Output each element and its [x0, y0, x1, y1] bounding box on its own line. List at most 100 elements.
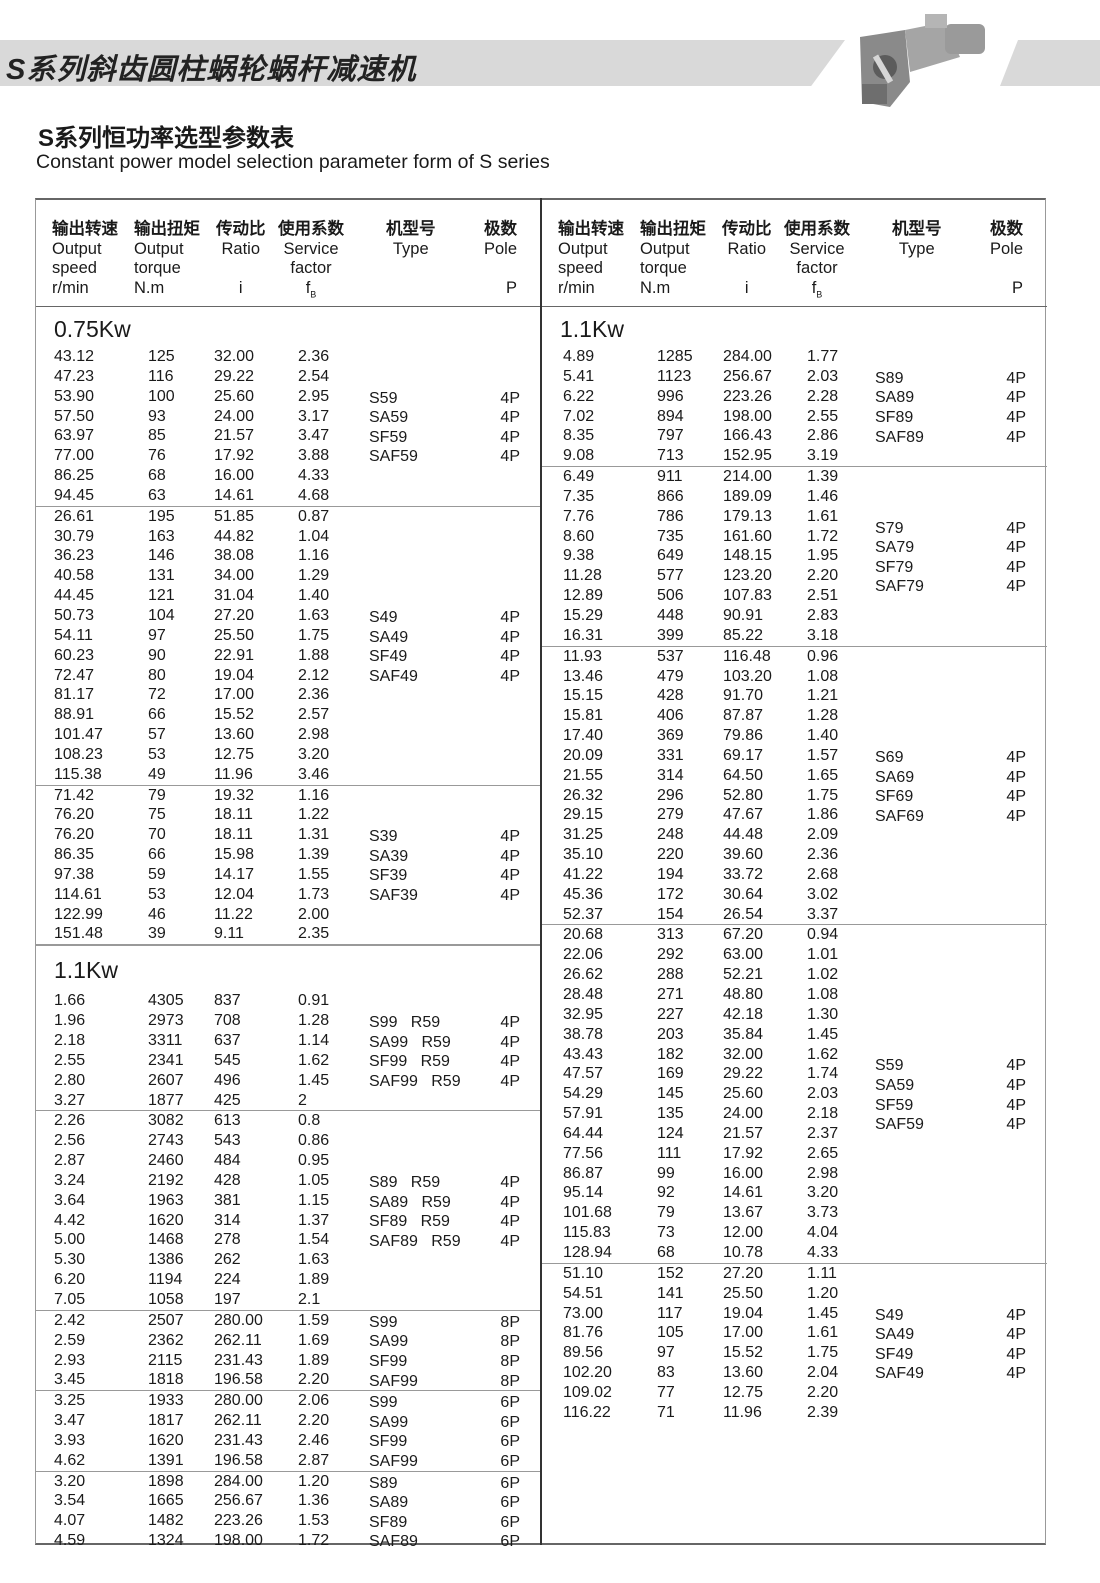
speed-cell: 151.48: [54, 925, 103, 943]
ratio-cell: 47.67: [723, 806, 764, 824]
ratio-cell: 85.22: [723, 626, 764, 644]
torque-cell: 406: [657, 707, 684, 725]
model-type-list: S99 SA99 SF99 SAF99: [369, 1393, 418, 1471]
ratio-cell: 280.00: [214, 1311, 263, 1329]
ratio-cell: 223.26: [723, 387, 772, 405]
model-type: SA99 R59: [369, 1033, 451, 1051]
model-type: SF49: [369, 648, 408, 666]
pole-count: 4P: [500, 1053, 520, 1071]
column-header: 传动比 Ratio i: [216, 220, 266, 298]
torque-cell: 2743: [148, 1132, 184, 1150]
torque-cell: 2507: [148, 1311, 184, 1329]
model-type: SA39: [369, 847, 409, 865]
torque-cell: 1468: [148, 1231, 184, 1249]
power-section-title: 1.1Kw: [560, 316, 624, 342]
table-row: 32.95 227 42.18 1.30: [542, 1005, 1047, 1025]
column-header-unit: P: [505, 278, 517, 297]
torque-cell: 121: [148, 587, 175, 605]
ratio-cell: 12.04: [214, 885, 255, 903]
speed-cell: 77.00: [54, 447, 95, 465]
torque-cell: 72: [148, 686, 166, 704]
table-row: 89.56 97 15.52 1.75: [542, 1343, 1047, 1363]
torque-cell: 1285: [657, 348, 693, 365]
table-row: 60.23 90 22.91 1.88: [36, 646, 541, 666]
speed-cell: 32.95: [563, 1005, 604, 1023]
ratio-cell: 11.96: [214, 765, 253, 783]
speed-cell: 7.05: [54, 1290, 86, 1308]
torque-cell: 46: [148, 905, 166, 923]
model-type: SAF69: [875, 807, 924, 825]
table-row: 101.68 79 13.67 3.73: [542, 1203, 1047, 1223]
torque-cell: 2362: [148, 1331, 184, 1349]
service-factor-cell: 2.28: [807, 387, 839, 405]
model-group: 2.26 3082 613 0.8 2.56 2743 543 0.86 2.87 2460 484…: [36, 1111, 541, 1311]
model-group: 26.61 195 51.85 0.87 30.79 163 44.82 1.04 36.23 1…: [36, 507, 541, 786]
service-factor-cell: 1.77: [807, 348, 839, 365]
page-heading-zh: S系列恒功率选型参数表: [38, 125, 295, 152]
torque-cell: 911: [657, 468, 683, 486]
pole-count: 4P: [1006, 788, 1026, 806]
header-divider: [542, 306, 1047, 307]
torque-cell: 49: [148, 765, 166, 783]
column-header-en: torque: [640, 259, 687, 277]
torque-cell: 77: [657, 1383, 675, 1401]
ratio-cell: 262.11: [214, 1412, 262, 1430]
power-section-title: 1.1Kw: [36, 945, 541, 991]
ratio-cell: 15.52: [723, 1344, 764, 1362]
table-row: 9.08 713 152.95 3.19: [542, 446, 1047, 466]
table-row: 81.76 105 17.00 1.61: [542, 1323, 1047, 1343]
ratio-cell: 637: [214, 1032, 241, 1049]
service-factor-cell: 1.39: [807, 468, 839, 486]
torque-cell: 80: [148, 666, 166, 684]
model-type: SA89 R59: [369, 1193, 451, 1211]
pole-count: 4P: [1006, 1345, 1026, 1363]
table-row: 54.29 145 25.60 2.03: [542, 1084, 1047, 1104]
service-factor-cell: 4.33: [298, 467, 330, 485]
service-factor-cell: 0.95: [298, 1152, 330, 1170]
speed-cell: 2.93: [54, 1351, 86, 1369]
model-type: SF79: [875, 558, 914, 576]
speed-cell: 2.26: [54, 1112, 86, 1130]
ratio-cell: 161.60: [723, 527, 772, 545]
table-row: 3.20 1898 284.00 1.20: [36, 1472, 541, 1492]
pole-count: 4P: [1006, 519, 1026, 537]
ratio-cell: 10.78: [723, 1243, 764, 1261]
service-factor-cell: 1.04: [298, 527, 330, 545]
page-heading-en: Constant power model selection parameter…: [36, 151, 550, 173]
table-row: 4.89 1285 284.00 1.77: [542, 347, 1047, 367]
table-row: 116.22 71 11.96 2.39: [542, 1403, 1047, 1423]
table-row: 15.15 428 91.70 1.21: [542, 686, 1047, 706]
pole-count: 4P: [1006, 1365, 1026, 1383]
ratio-cell: 69.17: [723, 746, 764, 764]
torque-cell: 797: [657, 427, 684, 445]
speed-cell: 86.35: [54, 846, 95, 864]
speed-cell: 108.23: [54, 745, 103, 763]
torque-cell: 1324: [148, 1532, 184, 1550]
ratio-cell: 224: [214, 1271, 241, 1289]
model-type: S69: [875, 748, 904, 766]
table-row: 3.25 1933 280.00 2.06: [36, 1391, 541, 1411]
table-row: 13.46 479 103.20 1.08: [542, 667, 1047, 687]
torque-cell: 93: [148, 407, 166, 425]
speed-cell: 51.10: [563, 1264, 604, 1282]
service-factor-cell: 2.12: [298, 666, 330, 684]
speed-cell: 20.09: [563, 746, 604, 764]
column-header-zh: 机型号: [386, 220, 436, 238]
model-type: SAF99: [369, 1372, 418, 1390]
column-header: 传动比 Ratio i: [722, 220, 772, 298]
torque-cell: 313: [657, 926, 684, 944]
model-type-list: S49 SA49 SF49 SAF49: [369, 608, 418, 686]
table-row: 77.00 76 17.92 3.88: [36, 446, 541, 466]
torque-cell: 145: [657, 1085, 684, 1103]
model-group: 51.10 152 27.20 1.11 54.51 141 25.50 1.20 73.00 1…: [542, 1264, 1047, 1423]
pole-count: 4P: [500, 1033, 520, 1051]
table-row: 3.24 2192 428 1.05: [36, 1171, 541, 1191]
torque-cell: 71: [657, 1403, 675, 1421]
table-row: 6.49 911 214.00 1.39: [542, 467, 1047, 487]
speed-cell: 2.56: [54, 1132, 86, 1150]
torque-cell: 59: [148, 865, 166, 883]
torque-cell: 331: [657, 746, 684, 764]
speed-cell: 43.12: [54, 348, 95, 365]
speed-cell: 122.99: [54, 905, 103, 923]
pole-count: 4P: [1006, 1306, 1026, 1324]
